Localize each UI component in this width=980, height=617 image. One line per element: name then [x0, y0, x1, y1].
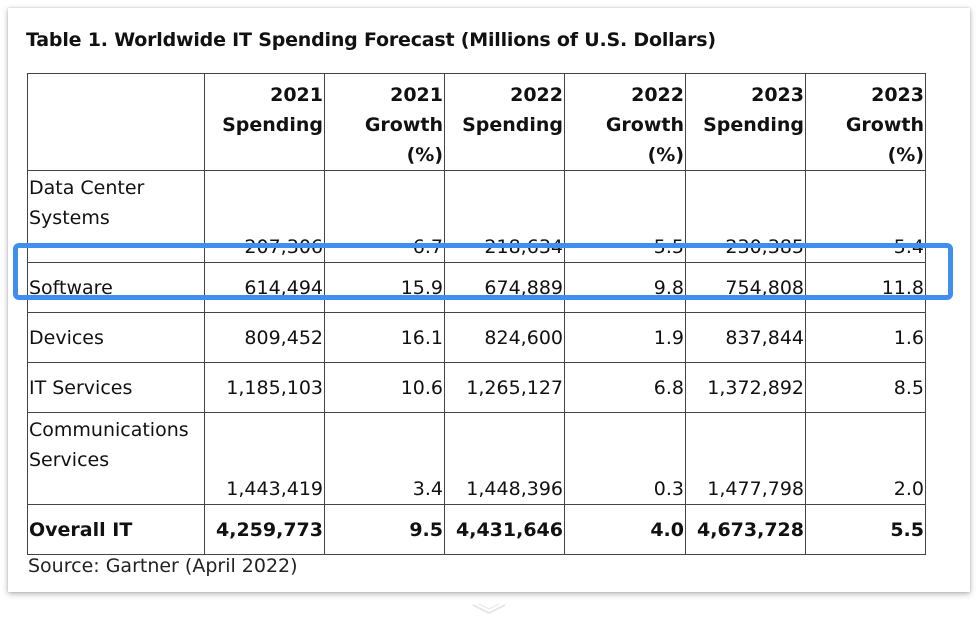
cell-2021-spending: 207,306: [204, 170, 325, 263]
cell-2021-growth: 9.5: [324, 504, 445, 555]
table-header-row: 2021 Spending 2021 Growth (%) 2022 Spending…: [27, 73, 926, 171]
cell-2021-spending: 1,185,103: [204, 362, 325, 413]
cell-2022-growth: 4.0: [564, 504, 686, 555]
cell-2023-spending: 837,844: [685, 312, 806, 363]
cell-2021-growth: 10.6: [324, 362, 445, 413]
table-title: Table 1. Worldwide IT Spending Forecast …: [26, 29, 716, 51]
cell-2023-growth: 5.4: [805, 170, 926, 263]
cell-2022-growth: 9.8: [564, 262, 686, 313]
table-row-it-services: IT Services 1,185,103 10.6 1,265,127 6.8…: [27, 362, 926, 413]
cell-2022-spending: 674,889: [444, 262, 565, 313]
cell-2021-spending: 809,452: [204, 312, 325, 363]
cell-2023-growth: 11.8: [805, 262, 926, 313]
table-row-software: Software 614,494 15.9 674,889 9.8 754,80…: [27, 262, 926, 313]
header-2021-spending: 2021 Spending: [204, 73, 325, 171]
it-spending-table: 2021 Spending 2021 Growth (%) 2022 Spending…: [27, 73, 926, 555]
cell-2022-growth: 0.3: [564, 412, 686, 505]
row-category: Devices: [27, 312, 205, 363]
cell-2021-spending: 1,443,419: [204, 412, 325, 505]
cell-2023-growth: 5.5: [805, 504, 926, 555]
cell-2022-spending: 1,265,127: [444, 362, 565, 413]
header-2021-growth: 2021 Growth (%): [324, 73, 445, 171]
row-category: Data Center Systems: [27, 170, 205, 263]
cell-2023-spending: 1,477,798: [685, 412, 806, 505]
row-category: Communications Services: [27, 412, 205, 505]
cell-2023-growth: 1.6: [805, 312, 926, 363]
cell-2021-spending: 4,259,773: [204, 504, 325, 555]
cell-2022-spending: 824,600: [444, 312, 565, 363]
cell-2022-spending: 4,431,646: [444, 504, 565, 555]
cell-2023-growth: 2.0: [805, 412, 926, 505]
header-category-cell: [27, 73, 205, 171]
cell-2023-spending: 754,808: [685, 262, 806, 313]
cell-2021-growth: 16.1: [324, 312, 445, 363]
header-2022-spending: 2022 Spending: [444, 73, 565, 171]
cell-2022-growth: 1.9: [564, 312, 686, 363]
cell-2022-spending: 1,448,396: [444, 412, 565, 505]
cell-2022-growth: 6.8: [564, 362, 686, 413]
cell-2021-growth: 6.7: [324, 170, 445, 263]
cell-2023-spending: 1,372,892: [685, 362, 806, 413]
row-category: Overall IT: [27, 504, 205, 555]
cell-2021-spending: 614,494: [204, 262, 325, 313]
row-category: Software: [27, 262, 205, 313]
cell-2023-spending: 4,673,728: [685, 504, 806, 555]
row-category: IT Services: [27, 362, 205, 413]
table-row-data-center-systems: Data Center Systems 207,306 6.7 218,634 …: [27, 170, 926, 263]
cell-2023-spending: 230,385: [685, 170, 806, 263]
cell-2021-growth: 15.9: [324, 262, 445, 313]
cell-2023-growth: 8.5: [805, 362, 926, 413]
cell-2021-growth: 3.4: [324, 412, 445, 505]
table-row-communications-services: Communications Services 1,443,419 3.4 1,…: [27, 412, 926, 505]
source-note: Source: Gartner (April 2022): [28, 555, 298, 577]
cell-2022-growth: 5.5: [564, 170, 686, 263]
watermark-icon: [472, 603, 506, 615]
header-2023-spending: 2023 Spending: [685, 73, 806, 171]
header-2022-growth: 2022 Growth (%): [564, 73, 686, 171]
table-row-devices: Devices 809,452 16.1 824,600 1.9 837,844…: [27, 312, 926, 363]
header-2023-growth: 2023 Growth (%): [805, 73, 926, 171]
table-row-overall-it: Overall IT 4,259,773 9.5 4,431,646 4.0 4…: [27, 504, 926, 555]
cell-2022-spending: 218,634: [444, 170, 565, 263]
